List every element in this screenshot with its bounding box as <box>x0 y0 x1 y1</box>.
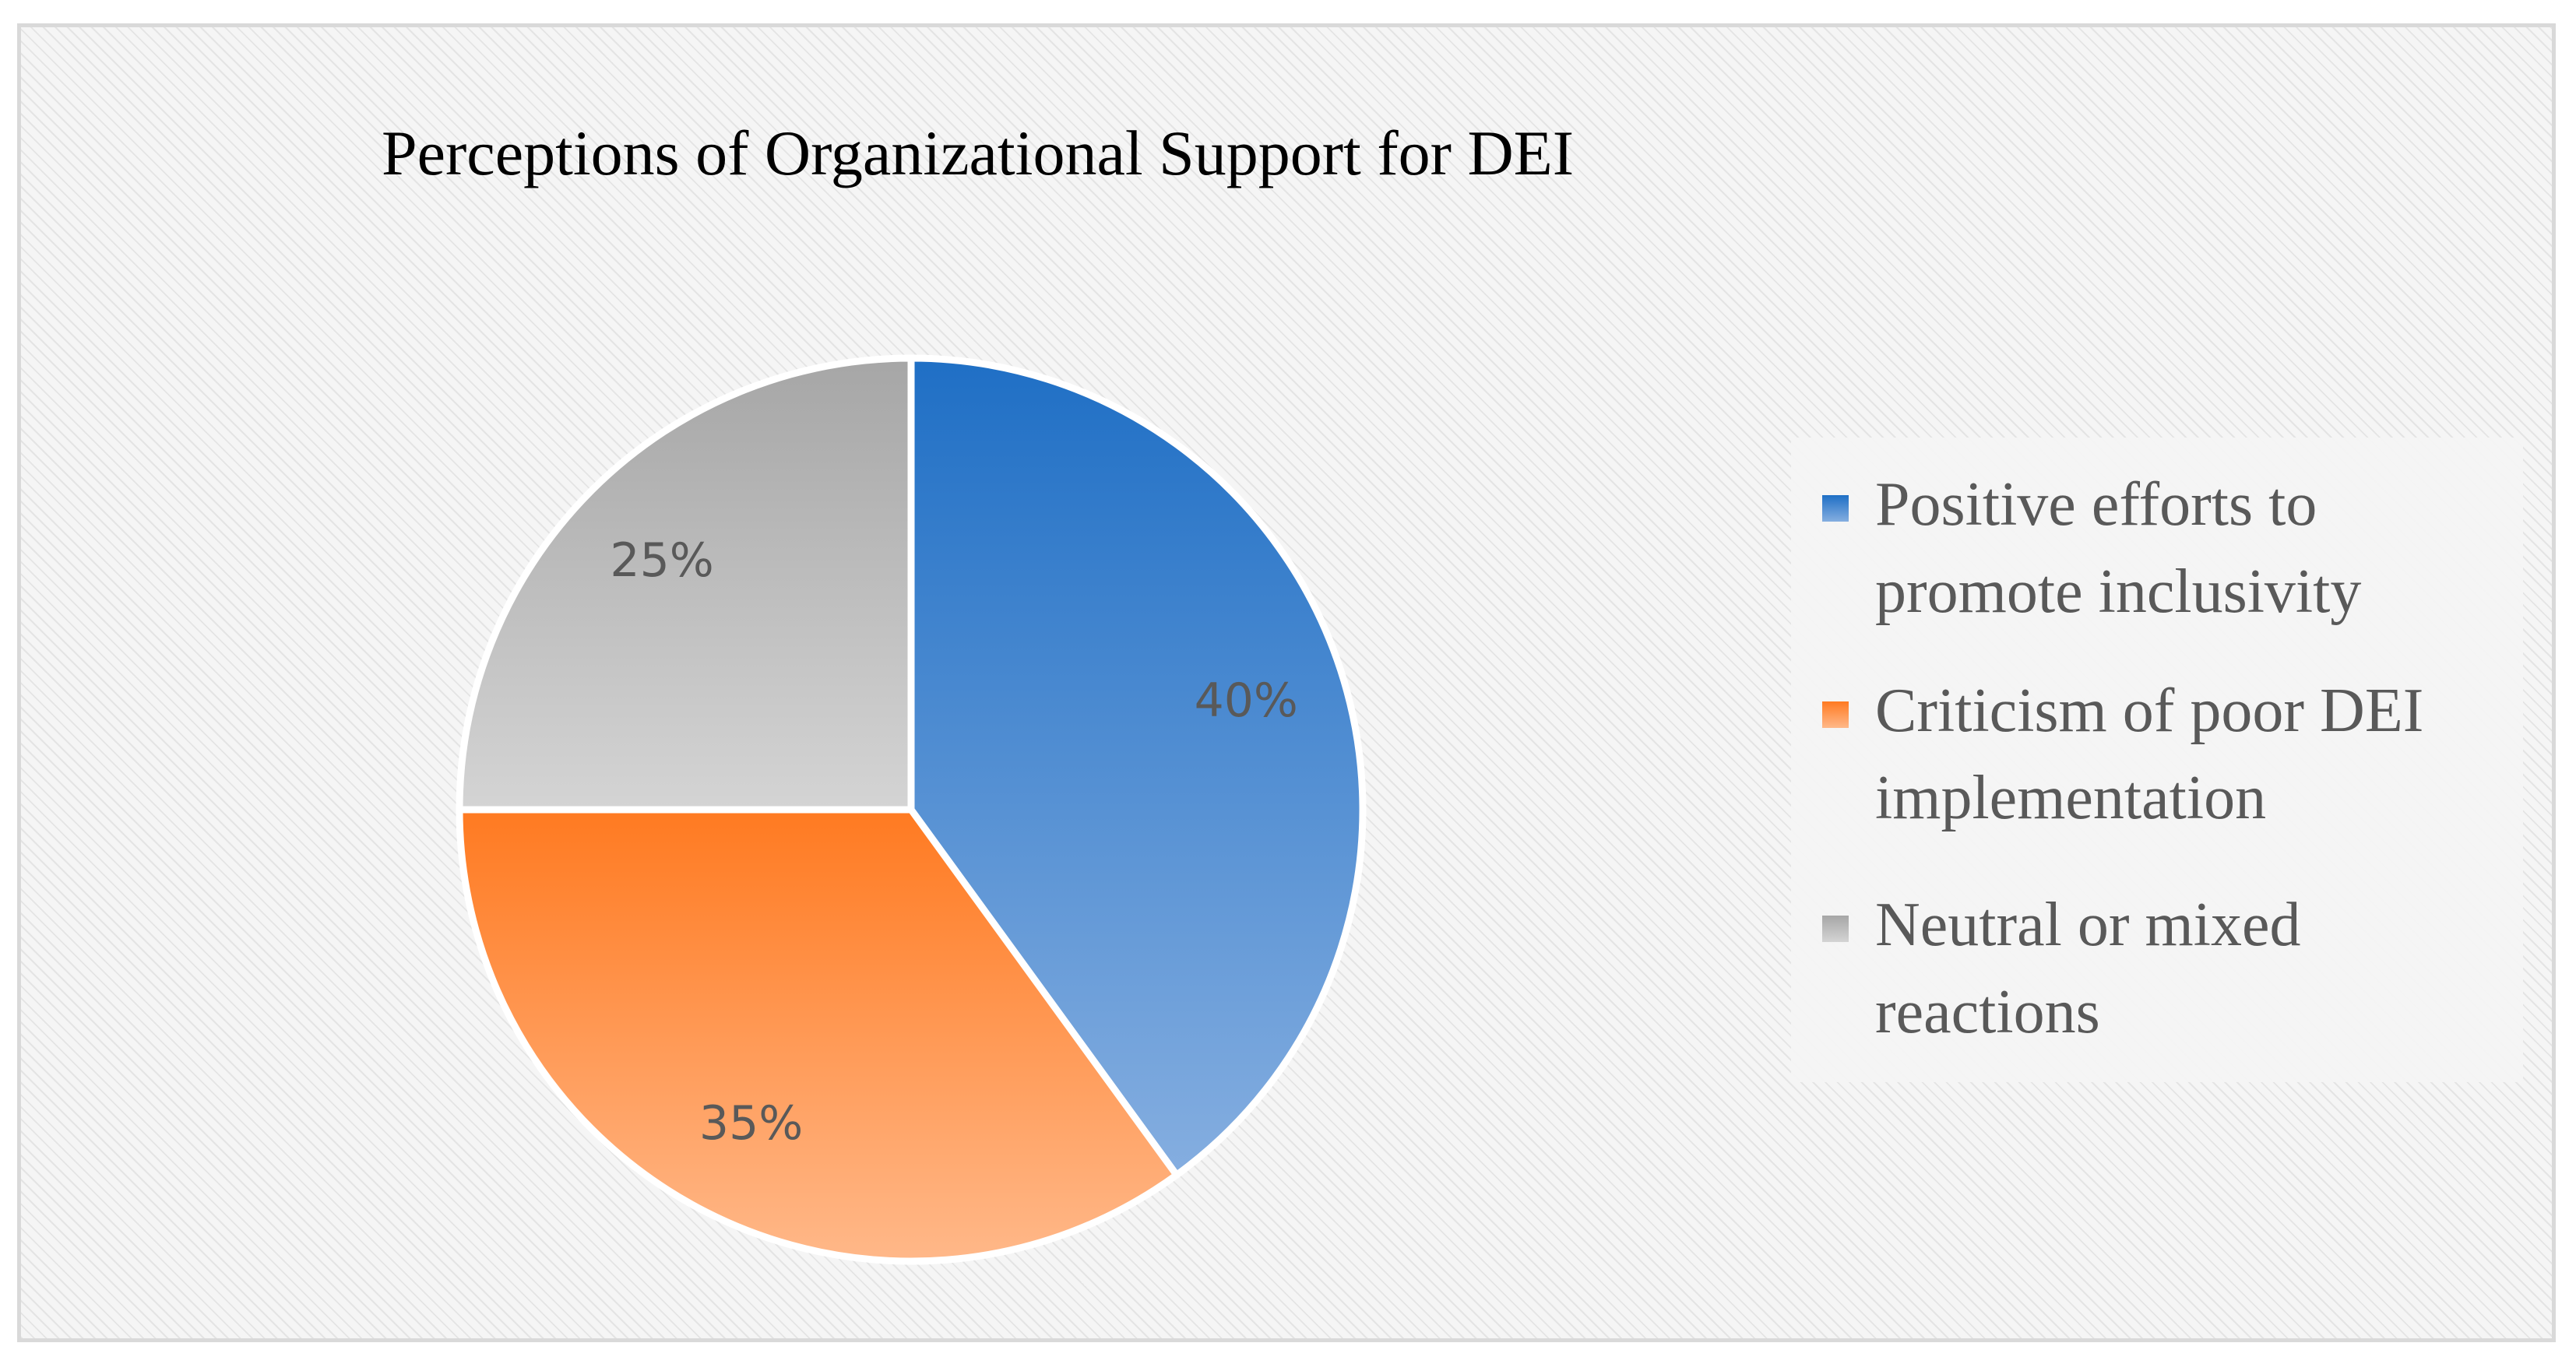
legend-swatch-criticism <box>1822 701 1849 728</box>
data-label-neutral: 25% <box>610 533 713 588</box>
pie-slice-positive <box>907 354 1367 1179</box>
data-label-positive: 40% <box>1195 673 1298 728</box>
legend-label-neutral: Neutral or mixed reactions <box>1875 891 2301 1046</box>
pie-slice-criticism <box>456 806 1181 1265</box>
data-label-criticism: 35% <box>699 1096 803 1151</box>
legend: Positive efforts to promote inclusivity … <box>1791 438 2523 1082</box>
legend-label-positive: Positive efforts to promote inclusivity <box>1875 470 2362 626</box>
chart-title: Perceptions of Organizational Support fo… <box>382 118 1575 188</box>
legend-swatch-positive <box>1822 495 1849 522</box>
pie-slices <box>456 354 1367 1265</box>
pie-data-labels: 40% 35% 25% <box>610 533 1298 1151</box>
legend-label-criticism: Criticism of poor DEI implementation <box>1875 677 2424 832</box>
pie-slice-neutral <box>456 354 915 814</box>
legend-swatch-neutral <box>1822 916 1849 942</box>
